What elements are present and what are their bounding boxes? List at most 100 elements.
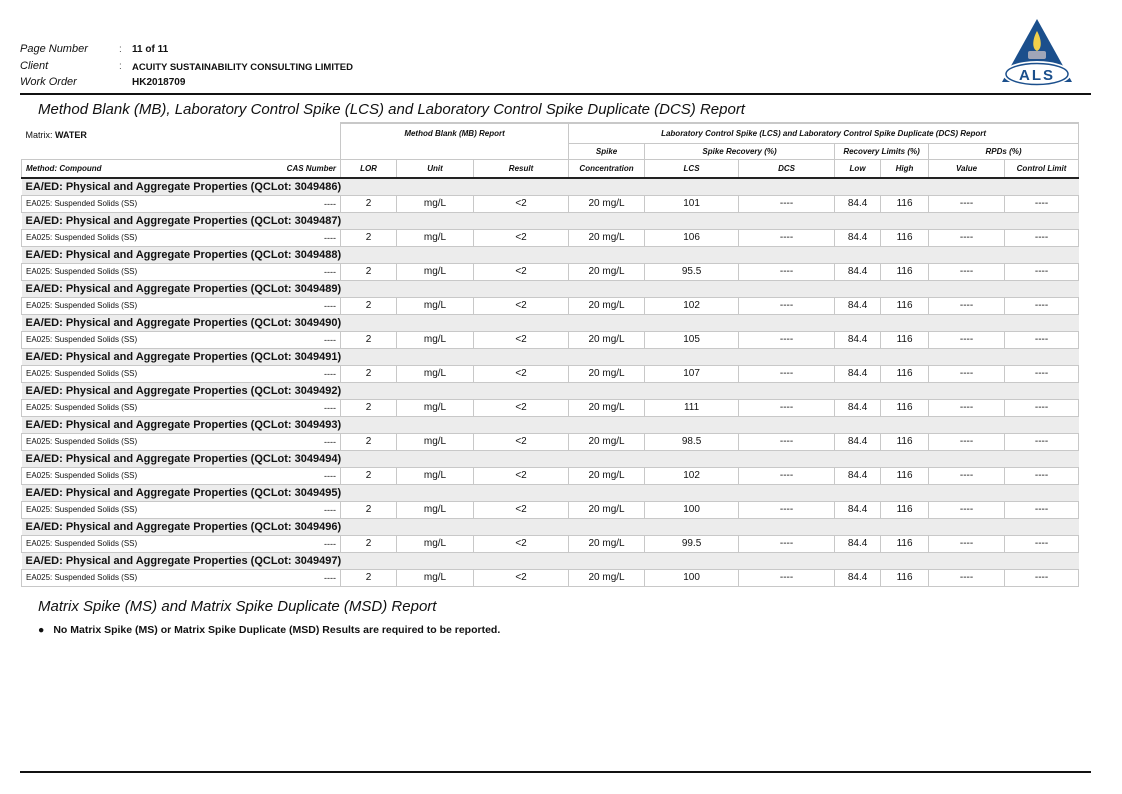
matrix-value: WATER <box>55 130 87 140</box>
cell-dcs: ---- <box>738 500 836 519</box>
ms-note: ● No Matrix Spike (MS) or Matrix Spike Du… <box>38 624 500 636</box>
mb-report-header: Method Blank (MB) Report <box>340 122 570 160</box>
cell-lcs: 102 <box>644 466 740 485</box>
column-header-unit: Unit <box>396 158 475 179</box>
table-row: EA025: Suspended Solids (SS) ---- 2 mg/L <2 2… <box>21 568 1080 587</box>
cell-result: <2 <box>473 500 570 519</box>
cell-cas-number: ---- <box>271 296 342 315</box>
cell-high: 116 <box>880 296 930 315</box>
cell-cas-number: ---- <box>271 466 342 485</box>
cell-concentration: 20 mg/L <box>568 364 646 383</box>
cell-control-limit: ---- <box>1004 466 1080 485</box>
client-label: Client <box>20 60 49 72</box>
cell-rpd-value: ---- <box>928 296 1006 315</box>
cell-cas-number: ---- <box>271 330 342 349</box>
svg-text:ALS: ALS <box>1019 67 1055 84</box>
cell-lor: 2 <box>340 500 398 519</box>
client-name: ACUITY SUSTAINABILITY CONSULTING LIMITED <box>132 62 353 73</box>
table-row: EA025: Suspended Solids (SS) ---- 2 mg/L <2 2… <box>21 398 1080 417</box>
cell-unit: mg/L <box>396 296 475 315</box>
colon: : <box>119 61 122 72</box>
lcs-report-header: Laboratory Control Spike (LCS) and Labor… <box>568 122 1080 144</box>
cell-control-limit: ---- <box>1004 364 1080 383</box>
cell-unit: mg/L <box>396 398 475 417</box>
page-number-label: Page Number <box>20 43 88 55</box>
column-header-low: Low <box>834 158 882 179</box>
cell-rpd-value: ---- <box>928 432 1006 451</box>
cell-control-limit: ---- <box>1004 262 1080 281</box>
work-order: HK2018709 <box>132 77 186 88</box>
cell-unit: mg/L <box>396 364 475 383</box>
column-header-rpd-value: Value <box>928 158 1006 179</box>
cell-compound: EA025: Suspended Solids (SS) <box>21 500 272 519</box>
cell-high: 116 <box>880 364 930 383</box>
qc-lot-title: EA/ED: Physical and Aggregate Properties… <box>21 211 1079 230</box>
cell-lor: 2 <box>340 432 398 451</box>
cell-dcs: ---- <box>738 228 836 247</box>
qc-lot-group-row: EA/ED: Physical and Aggregate Properties… <box>21 313 1079 332</box>
cell-rpd-value: ---- <box>928 228 1006 247</box>
ms-note-text: No Matrix Spike (MS) or Matrix Spike Dup… <box>53 624 501 636</box>
table-row: EA025: Suspended Solids (SS) ---- 2 mg/L <2 2… <box>21 500 1080 519</box>
matrix-label: Matrix: <box>25 130 53 140</box>
cell-result: <2 <box>473 466 570 485</box>
colon: : <box>119 44 122 55</box>
cell-control-limit: ---- <box>1004 568 1080 587</box>
cell-result: <2 <box>473 228 570 247</box>
qc-lot-title: EA/ED: Physical and Aggregate Properties… <box>21 551 1079 570</box>
work-order-label: Work Order <box>20 76 77 88</box>
column-header-compound: Method: Compound <box>21 158 272 179</box>
cell-compound: EA025: Suspended Solids (SS) <box>21 296 272 315</box>
cell-high: 116 <box>880 432 930 451</box>
cell-low: 84.4 <box>834 262 882 281</box>
cell-control-limit: ---- <box>1004 432 1080 451</box>
table-row: EA025: Suspended Solids (SS) ---- 2 mg/L <2 2… <box>21 534 1080 553</box>
cell-cas-number: ---- <box>271 228 342 247</box>
cell-compound: EA025: Suspended Solids (SS) <box>21 228 272 247</box>
cell-result: <2 <box>473 330 570 349</box>
column-header-result: Result <box>473 158 570 179</box>
cell-result: <2 <box>473 194 570 213</box>
qc-lot-group-row: EA/ED: Physical and Aggregate Properties… <box>21 279 1079 298</box>
cell-result: <2 <box>473 398 570 417</box>
cell-lcs: 106 <box>644 228 740 247</box>
qc-lot-group-row: EA/ED: Physical and Aggregate Properties… <box>21 177 1079 196</box>
header-divider <box>20 93 1091 95</box>
report-title: Method Blank (MB), Laboratory Control Sp… <box>38 101 745 118</box>
cell-unit: mg/L <box>396 534 475 553</box>
cell-control-limit: ---- <box>1004 500 1080 519</box>
cell-concentration: 20 mg/L <box>568 500 646 519</box>
cell-high: 116 <box>880 534 930 553</box>
cell-rpd-value: ---- <box>928 534 1006 553</box>
table-row: EA025: Suspended Solids (SS) ---- 2 mg/L <2 2… <box>21 194 1080 213</box>
cell-result: <2 <box>473 364 570 383</box>
cell-high: 116 <box>880 330 930 349</box>
cell-concentration: 20 mg/L <box>568 568 646 587</box>
cell-high: 116 <box>880 568 930 587</box>
cell-dcs: ---- <box>738 262 836 281</box>
qc-lot-group-row: EA/ED: Physical and Aggregate Properties… <box>21 551 1079 570</box>
cell-dcs: ---- <box>738 194 836 213</box>
cell-concentration: 20 mg/L <box>568 194 646 213</box>
table-row: EA025: Suspended Solids (SS) ---- 2 mg/L <2 2… <box>21 330 1080 349</box>
qc-lot-group-row: EA/ED: Physical and Aggregate Properties… <box>21 483 1079 502</box>
qc-lot-group-row: EA/ED: Physical and Aggregate Properties… <box>21 381 1079 400</box>
cell-low: 84.4 <box>834 500 882 519</box>
cell-lcs: 107 <box>644 364 740 383</box>
cell-high: 116 <box>880 466 930 485</box>
als-logo: ALS <box>1002 19 1072 86</box>
column-header-lor: LOR <box>340 158 398 179</box>
page-number: 11 of 11 <box>132 44 169 55</box>
cell-low: 84.4 <box>834 568 882 587</box>
table-row: EA025: Suspended Solids (SS) ---- 2 mg/L <2 2… <box>21 466 1080 485</box>
qc-lot-title: EA/ED: Physical and Aggregate Properties… <box>21 449 1079 468</box>
qc-lot-title: EA/ED: Physical and Aggregate Properties… <box>21 245 1079 264</box>
cell-lor: 2 <box>340 466 398 485</box>
cell-dcs: ---- <box>738 432 836 451</box>
cell-unit: mg/L <box>396 466 475 485</box>
cell-concentration: 20 mg/L <box>568 296 646 315</box>
cell-concentration: 20 mg/L <box>568 228 646 247</box>
cell-rpd-value: ---- <box>928 398 1006 417</box>
cell-concentration: 20 mg/L <box>568 466 646 485</box>
